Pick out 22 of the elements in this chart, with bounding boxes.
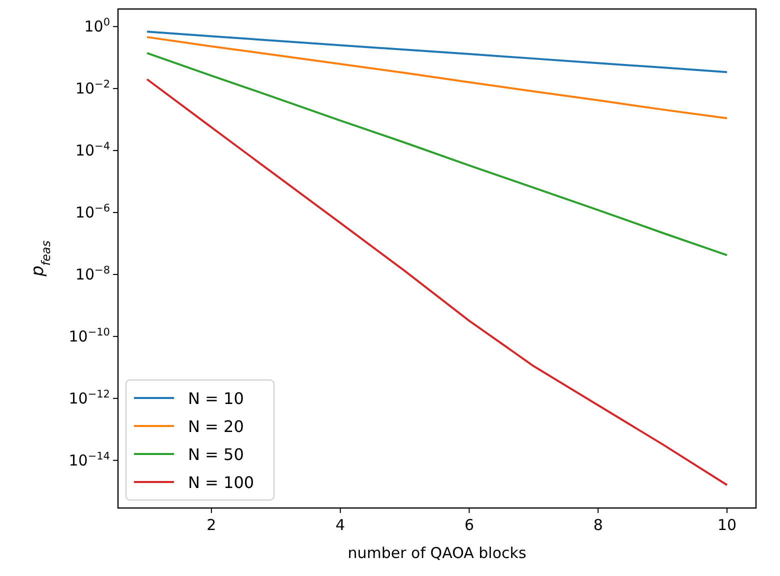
y-tick-label: 10$^{−6}$: [75, 202, 110, 222]
y-tick-label: 10$^{−12}$: [68, 388, 110, 408]
x-tick-label: 8: [593, 516, 603, 534]
legend-label: N = 50: [188, 445, 244, 464]
y-tick-label: 10$^{−10}$: [68, 326, 110, 346]
line-series: [146, 30, 728, 74]
x-tick-label: 2: [206, 516, 216, 534]
y-tick-label: 10$^{0}$: [84, 16, 110, 36]
line-series: [146, 78, 728, 486]
legend-label: N = 10: [188, 389, 244, 408]
line-series: [146, 36, 728, 120]
y-tick-label: 10$^{−4}$: [75, 140, 110, 160]
legend-label: N = 100: [188, 473, 254, 492]
x-tick-label: 10: [717, 516, 737, 534]
x-axis-title: number of QAOA blocks: [348, 544, 526, 562]
line-series: [146, 52, 728, 256]
legend-label: N = 20: [188, 417, 244, 436]
y-tick-label: 10$^{−14}$: [68, 450, 110, 470]
y-tick-label: 10$^{−8}$: [75, 264, 110, 284]
y-tick-label: 10$^{−2}$: [75, 78, 110, 98]
x-tick-label: 4: [336, 516, 346, 534]
x-tick-label: 6: [464, 516, 474, 534]
